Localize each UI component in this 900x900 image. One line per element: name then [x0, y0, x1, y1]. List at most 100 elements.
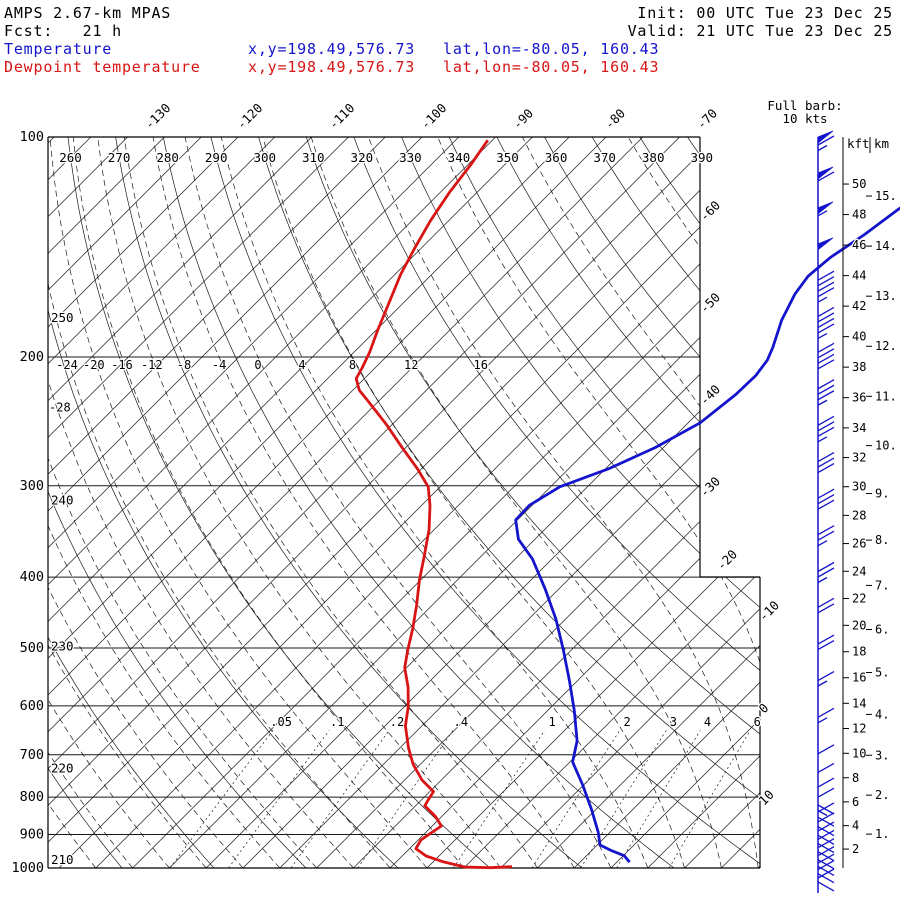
svg-text:-16: -16 — [111, 358, 133, 372]
svg-text:-4: -4 — [212, 358, 226, 372]
svg-text:600: 600 — [20, 698, 44, 714]
svg-text:1.: 1. — [875, 827, 889, 841]
legend-dewpoint-xy: x,y=198.49,576.73 — [248, 58, 416, 76]
svg-text:700: 700 — [20, 747, 44, 763]
svg-text:200: 200 — [20, 349, 44, 365]
svg-text:-120: -120 — [234, 100, 266, 132]
svg-text:500: 500 — [20, 640, 44, 656]
legend-temperature-xy: x,y=198.49,576.73 — [248, 40, 416, 58]
svg-text:370: 370 — [593, 150, 616, 165]
svg-text:260: 260 — [59, 150, 82, 165]
valid-time: Valid: 21 UTC Tue 23 Dec 25 — [627, 22, 893, 40]
dewpoint-trace — [354, 139, 513, 870]
svg-text:800: 800 — [20, 789, 44, 805]
pressure-gridlines — [48, 136, 760, 869]
svg-text:.4: .4 — [454, 715, 468, 729]
model-title: AMPS 2.67-km MPAS — [4, 4, 172, 22]
svg-text:290: 290 — [205, 150, 228, 165]
svg-text:4: 4 — [704, 715, 711, 729]
svg-text:0: 0 — [254, 358, 261, 372]
svg-text:24: 24 — [852, 564, 866, 578]
svg-text:12: 12 — [404, 358, 418, 372]
legend-dewpoint-label: Dewpoint temperature — [4, 58, 201, 76]
svg-text:300: 300 — [253, 150, 276, 165]
svg-text:-24: -24 — [56, 358, 78, 372]
svg-text:30: 30 — [852, 480, 866, 494]
svg-text:10: 10 — [852, 746, 866, 760]
svg-text:3: 3 — [670, 715, 677, 729]
svg-text:2: 2 — [852, 842, 859, 856]
svg-text:-90: -90 — [510, 106, 537, 133]
svg-text:400: 400 — [20, 569, 44, 585]
svg-text:14: 14 — [852, 696, 866, 710]
svg-text:-12: -12 — [141, 358, 163, 372]
svg-text:-8: -8 — [177, 358, 191, 372]
svg-text:270: 270 — [108, 150, 131, 165]
svg-text:20: 20 — [852, 618, 866, 632]
svg-text:2.: 2. — [875, 788, 889, 802]
svg-text:8: 8 — [349, 358, 356, 372]
barb-legend-line1: Full barb: — [767, 98, 843, 113]
svg-text:-130: -130 — [142, 100, 174, 132]
svg-text:2: 2 — [623, 715, 630, 729]
svg-text:10: 10 — [756, 787, 777, 808]
svg-text:390: 390 — [690, 150, 713, 165]
svg-text:46: 46 — [852, 238, 866, 252]
svg-text:-20: -20 — [714, 547, 741, 574]
svg-text:50: 50 — [852, 177, 866, 191]
plot-border — [47, 136, 761, 869]
svg-text:310: 310 — [302, 150, 325, 165]
svg-text:7.: 7. — [875, 578, 889, 592]
svg-text:15.: 15. — [875, 189, 897, 203]
isotherms — [48, 137, 760, 868]
svg-text:210: 210 — [51, 852, 74, 867]
svg-text:280: 280 — [156, 150, 179, 165]
svg-text:11.: 11. — [875, 389, 897, 403]
svg-text:360: 360 — [545, 150, 568, 165]
svg-text:4: 4 — [852, 819, 859, 833]
svg-text:-110: -110 — [326, 100, 358, 132]
legend-temperature-label: Temperature — [4, 40, 113, 58]
svg-text:16: 16 — [852, 671, 866, 685]
barb-legend: Full barb: 10 kts — [757, 99, 853, 125]
svg-text:100: 100 — [20, 129, 44, 145]
svg-text:6: 6 — [852, 795, 859, 809]
forecast-hour: Fcst: 21 h — [4, 22, 122, 40]
svg-text:44: 44 — [852, 269, 866, 283]
svg-text:9.: 9. — [875, 487, 889, 501]
svg-text:16: 16 — [473, 358, 487, 372]
svg-text:13.: 13. — [875, 289, 897, 303]
svg-text:32: 32 — [852, 451, 866, 465]
svg-text:28: 28 — [852, 508, 866, 522]
svg-text:.2: .2 — [390, 715, 404, 729]
svg-text:34: 34 — [852, 421, 866, 435]
svg-text:4: 4 — [298, 358, 305, 372]
svg-text:8: 8 — [852, 771, 859, 785]
svg-text:12.: 12. — [875, 339, 897, 353]
svg-text:220: 220 — [51, 761, 74, 776]
svg-text:.1: .1 — [330, 715, 344, 729]
svg-text:6: 6 — [754, 715, 761, 729]
svg-text:6.: 6. — [875, 623, 889, 637]
svg-text:40: 40 — [852, 330, 866, 344]
svg-text:-20: -20 — [83, 358, 105, 372]
svg-text:320: 320 — [351, 150, 374, 165]
svg-text:340: 340 — [448, 150, 471, 165]
svg-text:250: 250 — [51, 310, 74, 325]
init-time: Init: 00 UTC Tue 23 Dec 25 — [637, 4, 893, 22]
svg-text:48: 48 — [852, 208, 866, 222]
mixing-ratio-lines — [169, 730, 751, 868]
svg-text:kft: kft — [847, 136, 870, 151]
svg-text:0: 0 — [756, 700, 772, 716]
svg-text:10.: 10. — [875, 439, 897, 453]
svg-text:-100: -100 — [418, 100, 450, 132]
wind-barb-column — [817, 130, 835, 893]
svg-text:5.: 5. — [875, 665, 889, 679]
svg-text:230: 230 — [51, 639, 74, 654]
svg-text:26: 26 — [852, 537, 866, 551]
svg-text:8.: 8. — [875, 533, 889, 547]
svg-text:4.: 4. — [875, 707, 889, 721]
svg-text:.05: .05 — [270, 715, 292, 729]
